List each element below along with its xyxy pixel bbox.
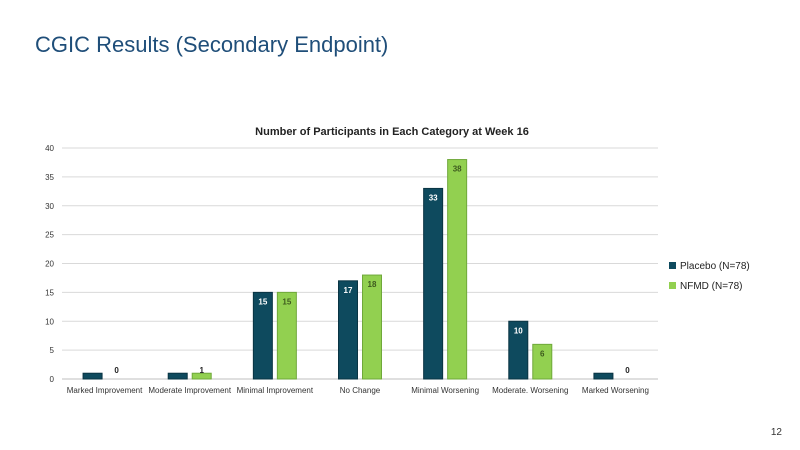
data-label: 0 xyxy=(114,366,119,375)
category-label: No Change xyxy=(340,386,381,395)
y-tick-label: 20 xyxy=(45,260,54,269)
data-label: 18 xyxy=(368,280,377,289)
data-label: 10 xyxy=(514,326,523,335)
bars xyxy=(82,159,614,380)
data-label: 0 xyxy=(625,366,630,375)
y-tick-label: 30 xyxy=(45,202,54,211)
x-axis-categories: Marked Improvement Moderate Improvement Mi… xyxy=(67,386,649,395)
bar-nfmd xyxy=(447,159,468,380)
y-tick-label: 5 xyxy=(50,346,55,355)
category-label: Minimal Worsening xyxy=(411,386,479,395)
grid-lines xyxy=(62,147,658,380)
y-tick-label: 10 xyxy=(45,317,54,326)
bar-placebo xyxy=(338,280,358,380)
bar-placebo xyxy=(82,372,103,380)
page-number: 12 xyxy=(770,427,782,438)
data-label: 15 xyxy=(258,297,267,306)
category-label: Marked Worsening xyxy=(582,386,649,395)
bar-placebo xyxy=(593,372,614,380)
y-tick-label: 0 xyxy=(50,375,55,384)
bar-nfmd xyxy=(276,291,297,380)
bar-placebo xyxy=(508,320,529,380)
y-tick-label: 15 xyxy=(45,288,54,297)
data-label: 1 xyxy=(199,366,204,375)
y-axis-ticks: 0 5 10 15 20 25 30 35 40 xyxy=(45,144,54,384)
legend-label: Placebo (N=78) xyxy=(680,261,750,272)
category-label: Moderate. Worsening xyxy=(492,386,568,395)
y-tick-label: 25 xyxy=(45,231,54,240)
data-label: 38 xyxy=(453,165,462,174)
data-label: 33 xyxy=(429,193,438,202)
category-label: Marked Improvement xyxy=(67,386,143,395)
category-label: Minimal Improvement xyxy=(237,386,314,395)
slide-title: CGIC Results (Secondary Endpoint) xyxy=(35,32,389,57)
data-labels: 0 1 15 15 17 18 33 38 10 6 0 xyxy=(114,165,630,375)
bar-placebo xyxy=(252,291,273,380)
legend-swatch xyxy=(669,282,676,289)
legend-label: NFMD (N=78) xyxy=(680,281,743,292)
bar-nfmd xyxy=(362,274,382,380)
legend: Placebo (N=78) NFMD (N=78) xyxy=(669,261,750,292)
bar-nfmd xyxy=(191,372,212,380)
chart-title: Number of Participants in Each Category … xyxy=(255,126,529,138)
y-tick-label: 40 xyxy=(45,144,54,153)
bar-placebo xyxy=(423,187,444,380)
bar-placebo xyxy=(167,372,188,380)
y-tick-label: 35 xyxy=(45,173,54,182)
data-label: 15 xyxy=(282,297,291,306)
legend-swatch xyxy=(669,262,676,269)
data-label: 6 xyxy=(540,349,545,358)
bar-nfmd xyxy=(532,343,553,380)
category-label: Moderate Improvement xyxy=(148,386,231,395)
data-label: 17 xyxy=(344,286,353,295)
